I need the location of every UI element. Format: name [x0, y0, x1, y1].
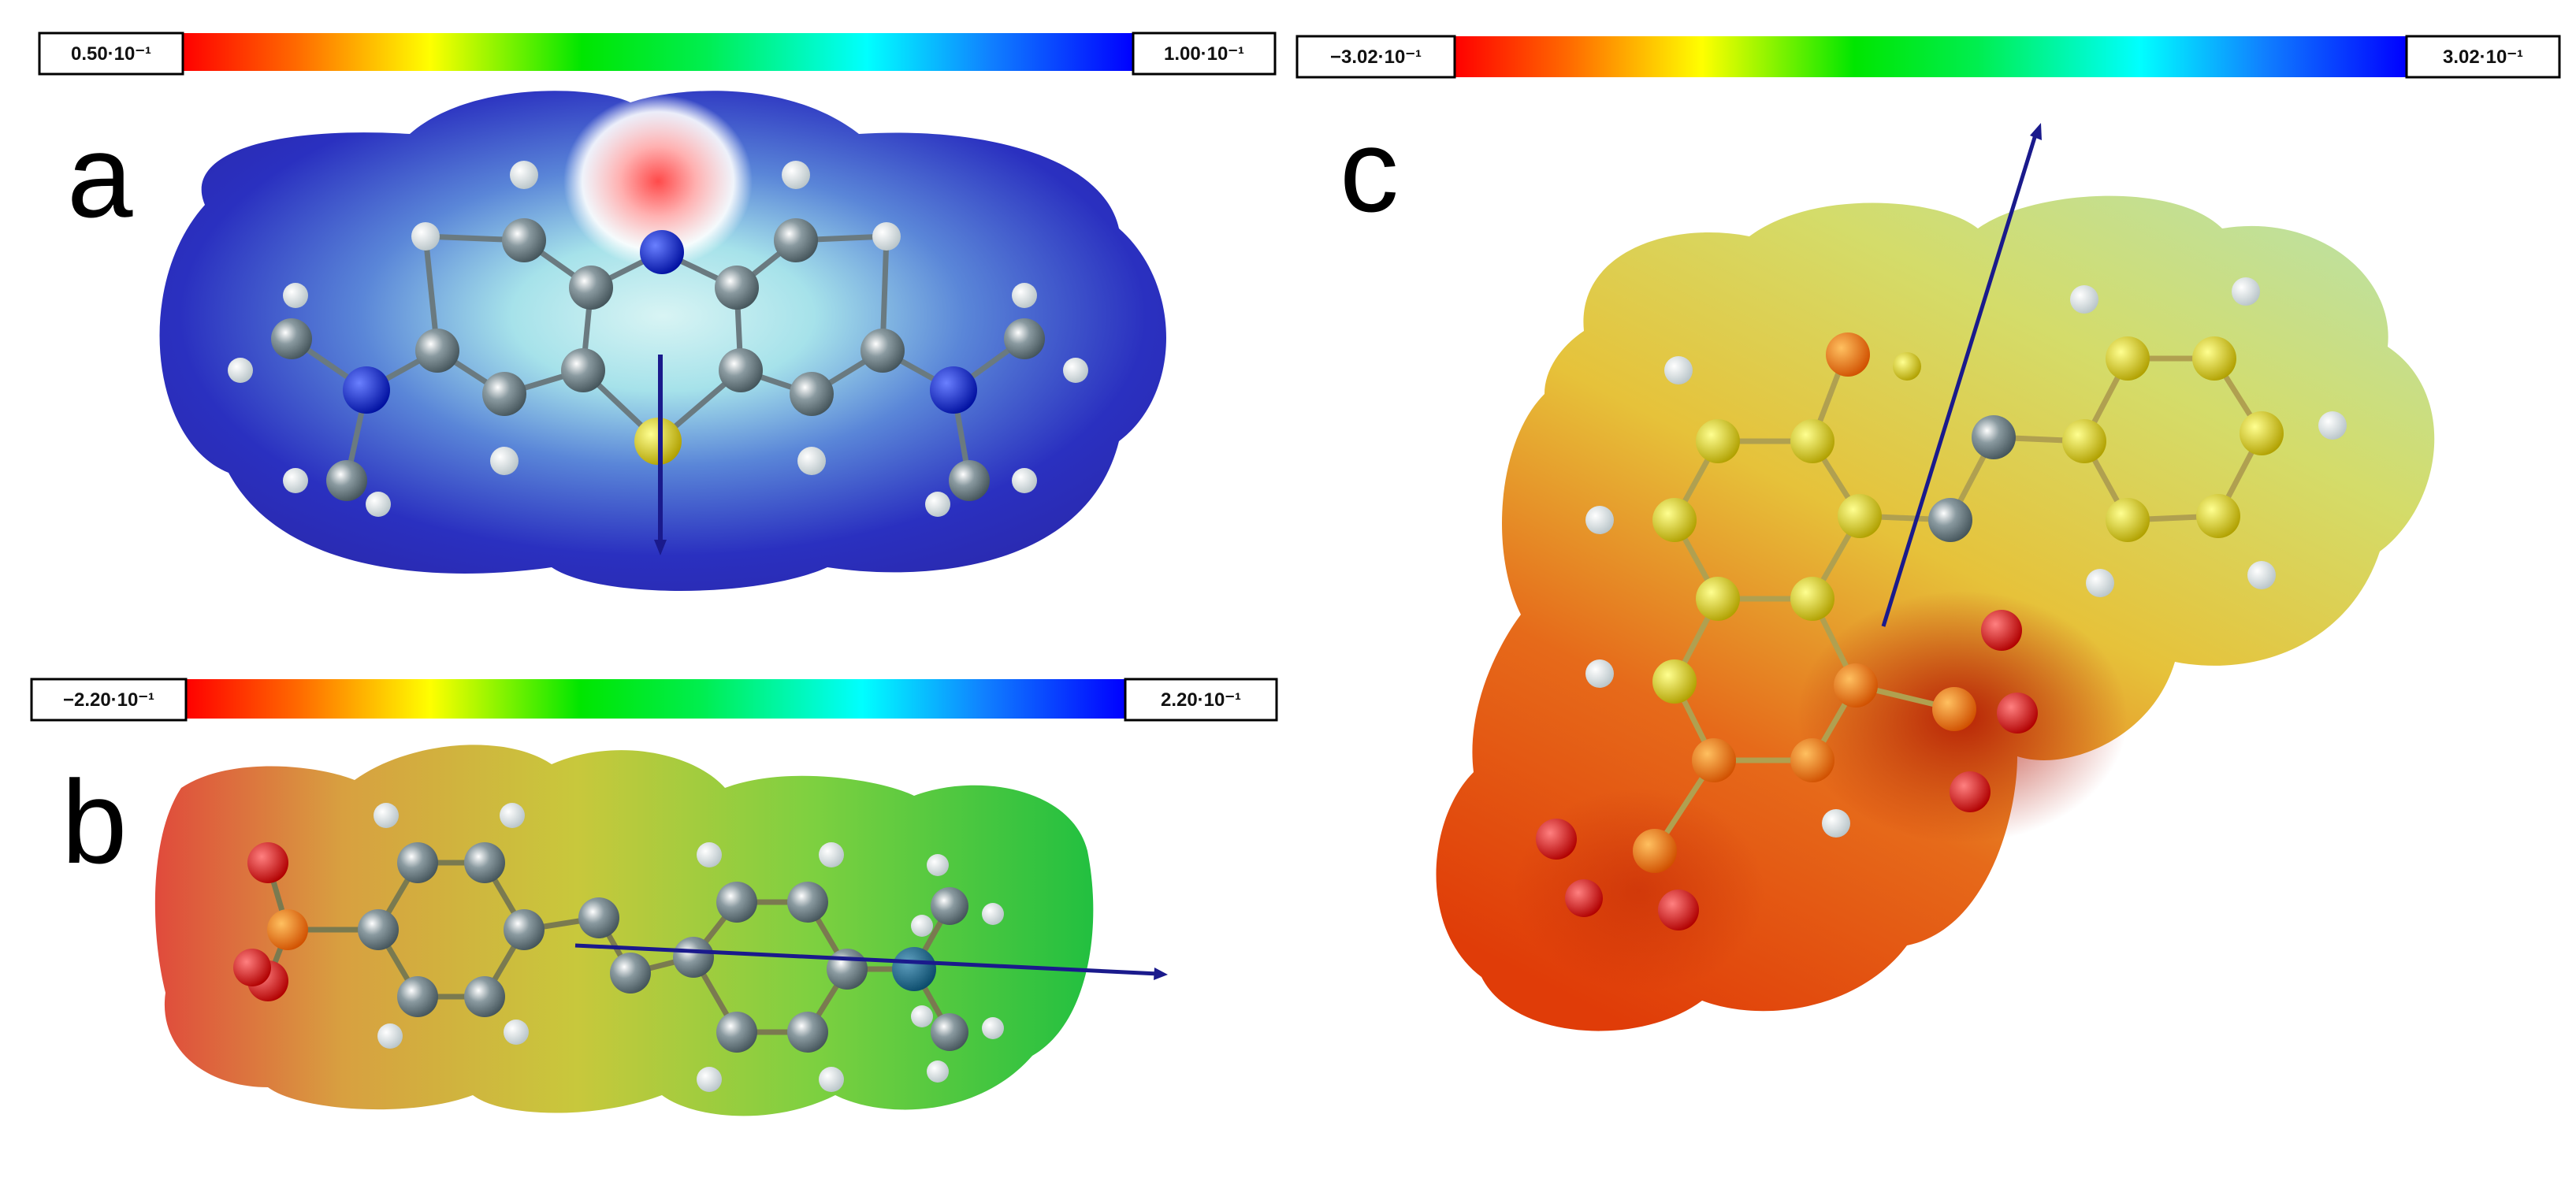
color-scale-gradient [186, 679, 1125, 719]
color-scale-gradient [1455, 36, 2407, 77]
surface-dark-region [1513, 788, 1765, 993]
nitrogen-atom [1972, 415, 2016, 459]
oxygen-atom [1950, 771, 1991, 812]
surface-shape-a [159, 91, 1166, 591]
oxygen-atom [1565, 879, 1603, 917]
scale-max-label: 1.00·10⁻¹ [1164, 43, 1244, 65]
panel-a: 0.50·10⁻¹ 1.00·10⁻¹ a [38, 32, 1277, 591]
nitrogen-atom [640, 230, 684, 274]
dipole-arrow-b [574, 943, 1168, 980]
scale-max-label: 3.02·10⁻¹ [2443, 46, 2523, 68]
oxygen-atom [247, 842, 288, 883]
dipole-arrow-a [654, 355, 667, 555]
sulfur-atom [267, 909, 308, 950]
scale-max-box [2405, 35, 2561, 79]
surface-shape-b [154, 745, 1094, 1116]
oxygen-atom [233, 949, 271, 986]
panel-letter-c: c [1340, 104, 1399, 236]
scale-max-label: 2.20·10⁻¹ [1161, 689, 1241, 711]
nitrogen-atom [343, 366, 390, 414]
scale-min-box [38, 32, 184, 76]
atoms-c [1536, 277, 2347, 930]
oxygen-atom [1981, 610, 2022, 651]
atoms-b [233, 803, 1004, 1092]
nitrogen-atom [930, 366, 977, 414]
surface-highlight-a [563, 95, 753, 268]
scale-max-box [1124, 678, 1278, 722]
panel-c: −3.02·10⁻¹ 3.02·10⁻¹ c [1295, 35, 2561, 1031]
scale-min-label: 0.50·10⁻¹ [71, 43, 151, 65]
color-scale-gradient [183, 33, 1133, 71]
nitrogen-atom [578, 897, 619, 938]
scale-bar-a: 0.50·10⁻¹ 1.00·10⁻¹ [38, 32, 1277, 76]
panel-letter-a: a [67, 110, 133, 242]
scale-min-box [30, 678, 188, 722]
mep-surface-a [159, 91, 1166, 591]
scale-max-box [1132, 32, 1277, 76]
atoms-a [228, 161, 1088, 517]
panel-b: −2.20·10⁻¹ 2.20·10⁻¹ b [30, 678, 1278, 1116]
scale-min-label: −2.20·10⁻¹ [63, 689, 154, 711]
panel-letter-b: b [61, 756, 127, 888]
oxygen-atom [1536, 819, 1577, 860]
nitrogen-atom [610, 953, 651, 994]
dipole-arrow-c [1881, 123, 2042, 627]
oxygen-atom [1658, 890, 1699, 930]
oxygen-atom [1997, 693, 2038, 734]
nitrogen-atom [1928, 498, 1972, 542]
sulfur-atom [1633, 829, 1677, 873]
nitrogen-atom [892, 947, 936, 991]
scale-min-box [1295, 35, 1456, 79]
scale-min-label: −3.02·10⁻¹ [1330, 46, 1422, 68]
scale-bar-b: −2.20·10⁻¹ 2.20·10⁻¹ [30, 678, 1278, 722]
mep-surface-b [154, 745, 1094, 1116]
scale-bar-c: −3.02·10⁻¹ 3.02·10⁻¹ [1295, 35, 2561, 79]
oxygen-atom [1826, 332, 1870, 377]
sulfur-atom [1932, 687, 1976, 731]
